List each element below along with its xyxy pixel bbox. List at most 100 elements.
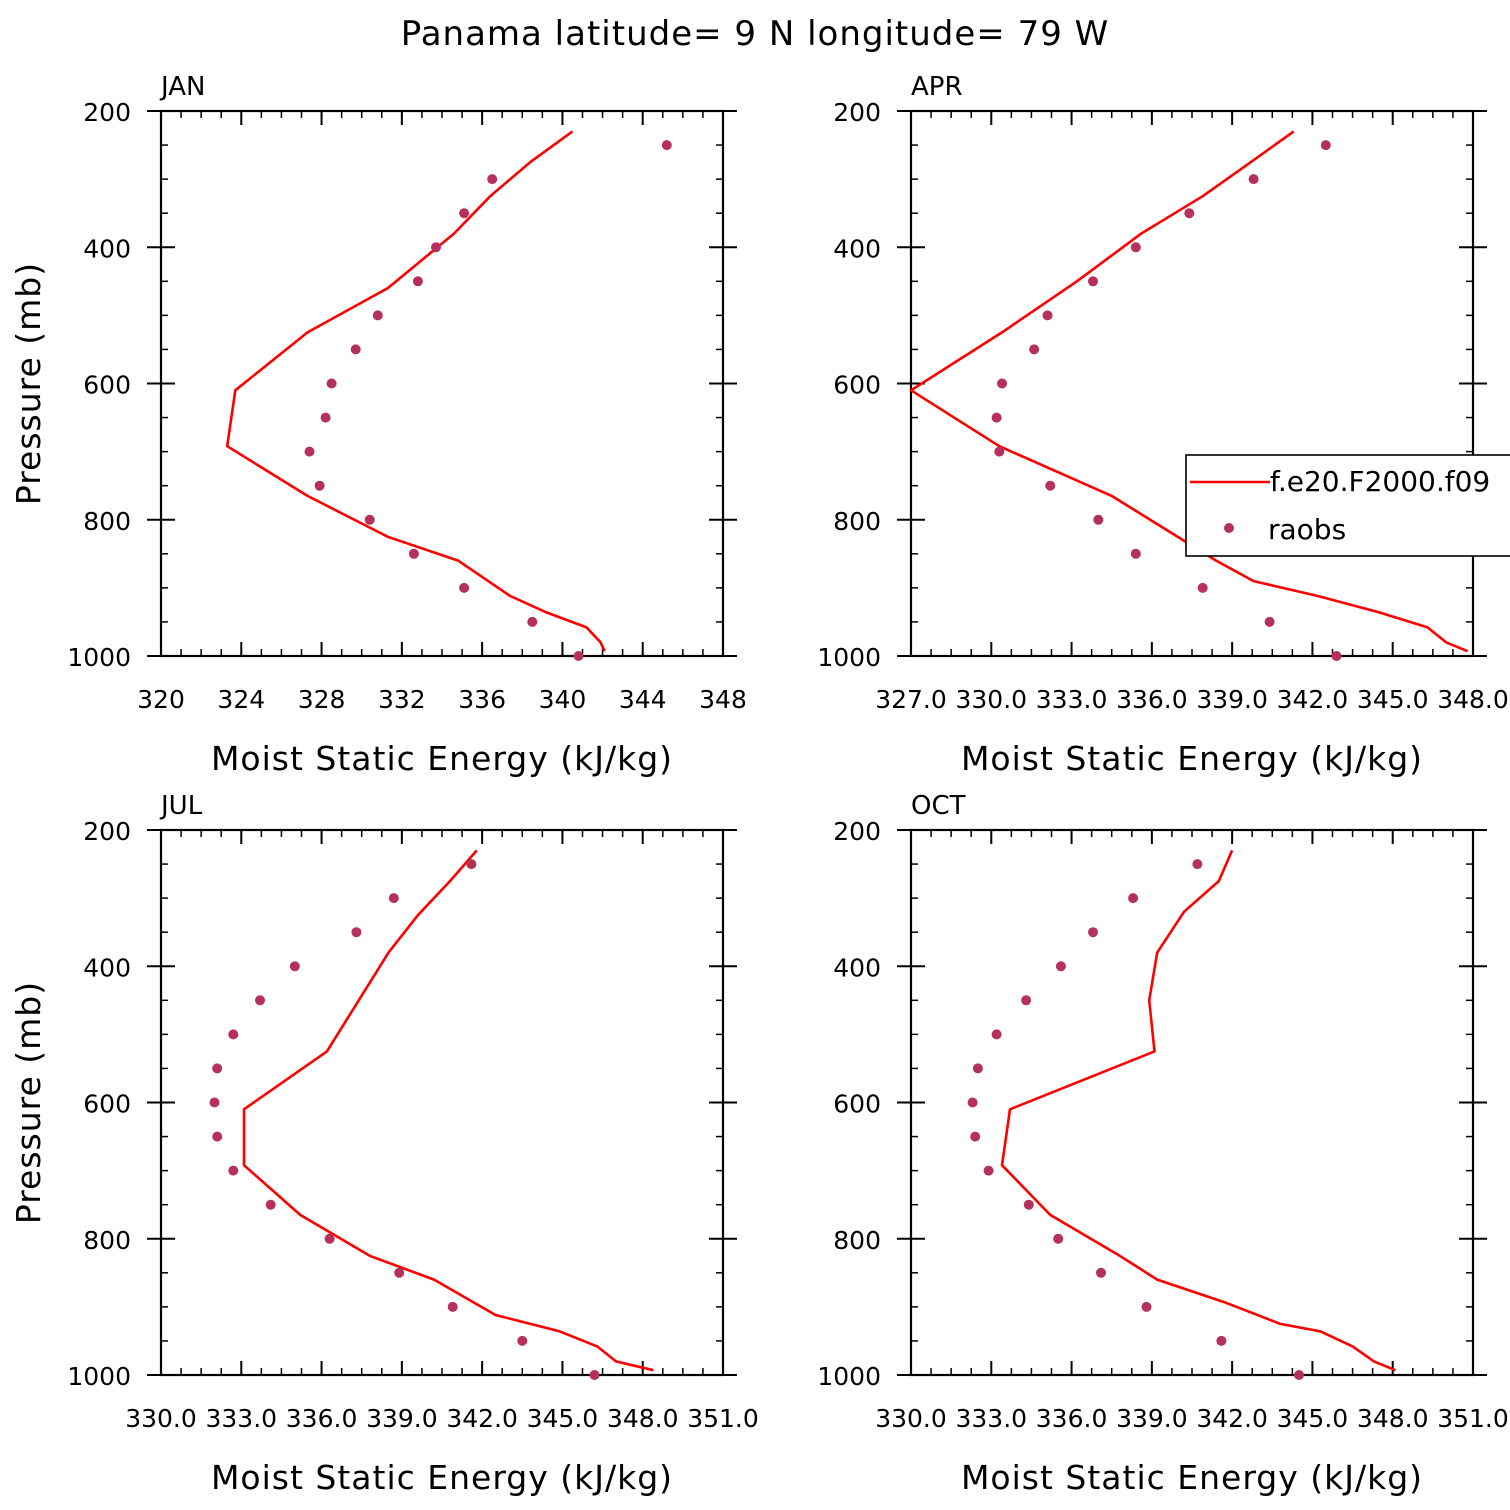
raobs-point <box>573 651 584 661</box>
x-tick-label: 324 <box>217 685 265 714</box>
y-tick-label: 200 <box>83 98 131 127</box>
raobs-point <box>1184 208 1195 219</box>
x-tick-label: 330.0 <box>875 1404 947 1433</box>
raobs-point <box>466 859 477 870</box>
legend-label-raobs: raobs <box>1268 513 1346 546</box>
x-tick-label: 345.0 <box>527 1404 599 1433</box>
raobs-point <box>1096 1267 1106 1278</box>
plot-frame <box>909 109 1475 658</box>
raobs-point <box>255 995 265 1006</box>
y-tick-label: 200 <box>83 817 131 846</box>
model-profile-line <box>1000 849 1396 1372</box>
raobs-point <box>459 582 470 593</box>
panel-jul: JUL 330.0 333.0 336.0 339.0 342.0 345.0 348.0 35… <box>9 791 759 1497</box>
panel-oct: OCT 330.0 333.0 336.0 339.0 342.0 345.0 348.0 35… <box>817 791 1508 1497</box>
raobs-point <box>372 310 383 321</box>
x-tick-label: 327.0 <box>875 685 947 714</box>
model-profile-line <box>225 130 606 652</box>
raobs-point <box>265 1199 276 1210</box>
raobs-point <box>1021 995 1032 1006</box>
raobs-point <box>1045 480 1056 491</box>
x-tick-label: 336.0 <box>1036 1404 1108 1433</box>
x-tick-label: 333.0 <box>205 1404 277 1433</box>
x-tick-label: 344 <box>619 685 667 714</box>
raobs-point <box>970 1131 981 1142</box>
raobs-point <box>1197 582 1208 593</box>
x-tick-label: 351.0 <box>687 1404 759 1433</box>
y-tick-label: 1000 <box>817 643 881 672</box>
y-tick-label: 400 <box>83 234 131 263</box>
raobs-point <box>1128 893 1139 904</box>
raobs-point <box>527 616 538 627</box>
raobs-point <box>1130 548 1141 559</box>
raobs-point <box>1141 1301 1152 1312</box>
y-tick-label: 600 <box>833 371 881 400</box>
x-tick-label: 336.0 <box>286 1404 358 1433</box>
y-tick-label: 400 <box>833 234 881 263</box>
x-tick-label: 339.0 <box>1116 1404 1188 1433</box>
raobs-point <box>967 1097 978 1108</box>
raobs-point <box>209 1097 220 1108</box>
y-tick-label: 400 <box>833 953 881 982</box>
y-tick-label: 800 <box>83 507 131 536</box>
model-profile-line <box>909 130 1469 653</box>
raobs-point <box>1088 927 1098 938</box>
raobs-point <box>589 1370 600 1380</box>
x-axis-label: Moist Static Energy (kJ/kg) <box>961 739 1423 778</box>
raobs-point <box>1331 651 1342 661</box>
y-tick-label: 1000 <box>67 1362 131 1391</box>
legend-label-model: f.e20.F2000.f09 <box>1270 465 1490 498</box>
panel-apr: APR 327.0 330.0 333.0 336.0 339.0 342.0 345.0 34… <box>817 72 1508 778</box>
raobs-point <box>983 1165 994 1176</box>
x-axis-label: Moist Static Energy (kJ/kg) <box>961 1458 1423 1497</box>
plot-frame <box>159 828 725 1377</box>
raobs-point <box>289 961 300 972</box>
raobs-point <box>1053 1233 1064 1244</box>
x-tick-label: 332 <box>378 685 426 714</box>
raobs-point <box>320 412 331 423</box>
y-tick-label: 200 <box>833 98 881 127</box>
x-tick-label: 342.0 <box>446 1404 518 1433</box>
raobs-point <box>412 276 423 287</box>
figure-title: Panama latitude= 9 N longitude= 79 W <box>401 14 1110 54</box>
raobs-point <box>1216 1335 1227 1346</box>
model-profile-line <box>242 849 654 1372</box>
raobs-point <box>487 174 498 185</box>
x-tick-label: 340 <box>539 685 587 714</box>
raobs-point <box>1093 514 1104 525</box>
raobs-point <box>212 1063 223 1074</box>
raobs-point <box>326 378 337 389</box>
raobs-point <box>228 1029 239 1040</box>
x-tick-label: 330.0 <box>125 1404 197 1433</box>
x-tick-label: 333.0 <box>955 1404 1027 1433</box>
raobs-point <box>228 1165 239 1176</box>
x-tick-label: 320 <box>137 685 185 714</box>
x-tick-label: 345.0 <box>1277 1404 1349 1433</box>
raobs-point <box>304 446 315 457</box>
raobs-point <box>459 208 470 219</box>
raobs-point <box>394 1267 405 1278</box>
y-tick-label: 800 <box>83 1226 131 1255</box>
raobs-point <box>447 1301 458 1312</box>
x-tick-label: 342.0 <box>1277 685 1349 714</box>
raobs-point <box>351 927 362 938</box>
y-tick-label: 800 <box>833 1226 881 1255</box>
raobs-point <box>1192 859 1203 870</box>
panel-label: OCT <box>911 791 966 821</box>
legend-dot-swatch <box>1224 523 1234 533</box>
x-tick-label: 339.0 <box>366 1404 438 1433</box>
legend-box <box>1185 454 1510 557</box>
y-axis-label: Pressure (mb) <box>9 981 48 1224</box>
x-tick-label: 348 <box>699 685 747 714</box>
x-tick-label: 348.0 <box>1357 1404 1429 1433</box>
panel-label: JUL <box>159 791 203 821</box>
raobs-point <box>1023 1199 1034 1210</box>
raobs-point <box>1320 140 1331 151</box>
panel-label: APR <box>911 72 963 102</box>
y-tick-label: 200 <box>833 817 881 846</box>
x-tick-label: 336 <box>458 685 506 714</box>
raobs-point <box>1029 344 1040 355</box>
x-tick-label: 342.0 <box>1196 1404 1268 1433</box>
panel-label: JAN <box>159 72 205 102</box>
y-axis-label: Pressure (mb) <box>9 262 48 505</box>
